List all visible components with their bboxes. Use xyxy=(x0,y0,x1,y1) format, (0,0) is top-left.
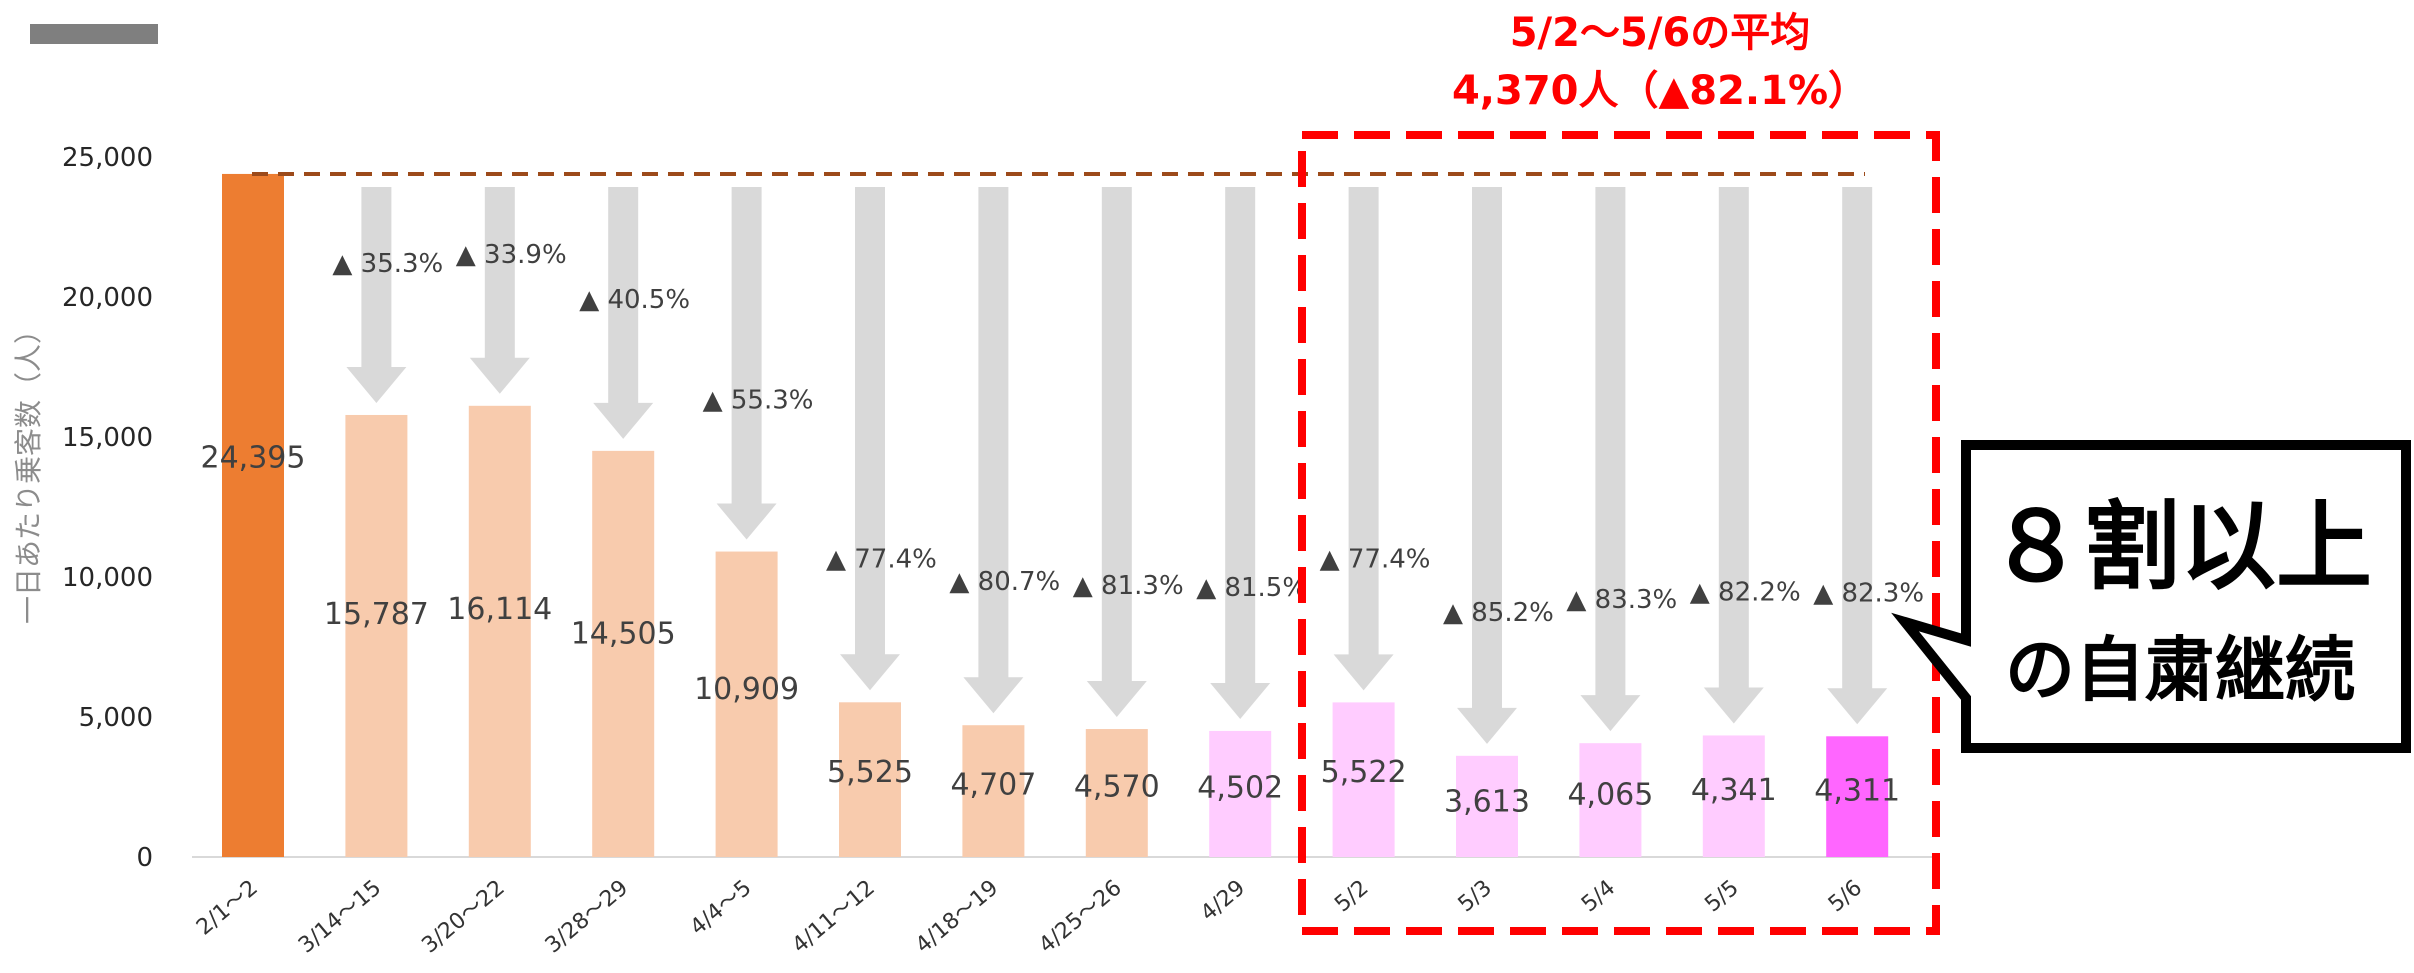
y-tick-label: 25,000 xyxy=(62,143,153,173)
y-tick-label: 15,000 xyxy=(62,423,153,453)
decline-arrow xyxy=(1703,187,1764,724)
decline-label: ▲ 55.3% xyxy=(703,386,814,416)
highlight-title: 5/2～5/6の平均 xyxy=(1510,10,1811,56)
highlight-box xyxy=(1298,131,1940,935)
x-tick-label: 5/5 xyxy=(1700,875,1743,917)
x-tick-label: 4/4～5 xyxy=(686,875,757,940)
decline-arrow xyxy=(1333,187,1394,691)
decline-arrow xyxy=(1827,187,1888,725)
bar xyxy=(1579,743,1642,857)
decline-label: ▲ 85.2% xyxy=(1443,598,1554,628)
callout-main: ８割以上 xyxy=(1988,491,2372,603)
decline-arrow xyxy=(716,187,777,540)
bar xyxy=(715,551,778,857)
value-label: 10,909 xyxy=(694,672,799,707)
bar xyxy=(592,450,655,857)
decline-label: ▲ 81.3% xyxy=(1073,571,1184,601)
x-tick-label: 5/2 xyxy=(1330,875,1373,917)
y-tick-label: 5,000 xyxy=(79,703,153,733)
bar xyxy=(839,702,901,857)
decline-label: ▲ 81.5% xyxy=(1196,573,1307,603)
decline-arrow xyxy=(1210,187,1271,719)
decline-label: ▲ 35.3% xyxy=(332,249,443,279)
x-tick-label: 2/1～2 xyxy=(192,875,263,940)
bar xyxy=(1456,755,1518,857)
highlight-average: 4,370人（▲82.1%） xyxy=(1452,68,1868,114)
value-label: 4,707 xyxy=(950,768,1036,803)
value-label: 4,570 xyxy=(1074,770,1160,805)
decline-arrow xyxy=(1086,187,1147,718)
bar xyxy=(1332,702,1395,857)
decline-arrow xyxy=(593,187,654,439)
y-tick-label: 0 xyxy=(136,843,153,873)
y-axis: 0 5,000 10,000 15,000 20,000 25,000 xyxy=(62,143,153,873)
decline-arrows xyxy=(346,187,1888,744)
x-tick-label: 4/18～19 xyxy=(911,875,1003,958)
bar xyxy=(962,725,1025,857)
x-tick-label: 3/28～29 xyxy=(541,875,633,958)
decline-labels: ▲ 35.3% ▲ 33.9% ▲ 40.5% ▲ 55.3% ▲ 77.4% ▲ 80.… xyxy=(332,240,1924,628)
x-tick-label: 4/11～12 xyxy=(788,875,880,958)
decline-label: ▲ 40.5% xyxy=(579,285,690,315)
value-label: 14,505 xyxy=(571,617,676,652)
bar xyxy=(468,405,531,857)
decline-arrow xyxy=(1457,187,1517,744)
callout-box xyxy=(1891,440,2411,753)
x-tick-label: 3/20～22 xyxy=(417,875,509,958)
bar xyxy=(1085,729,1148,857)
x-axis-labels: 2/1～2 3/14～15 3/20～22 3/28～29 4/4～5 4/11～12 4/… xyxy=(192,875,1867,958)
bar xyxy=(345,414,408,857)
decline-label: ▲ 33.9% xyxy=(456,240,567,270)
x-tick-label: 4/29 xyxy=(1196,875,1250,926)
value-label: 5,522 xyxy=(1321,755,1407,790)
decline-arrow xyxy=(346,187,407,403)
decline-arrow xyxy=(840,187,900,691)
x-tick-label: 5/4 xyxy=(1577,875,1620,917)
x-tick-label: 4/25～26 xyxy=(1034,875,1126,958)
bar xyxy=(1209,730,1272,857)
value-label: 4,341 xyxy=(1691,773,1777,808)
bar xyxy=(1702,735,1765,857)
decline-label: ▲ 77.4% xyxy=(1320,544,1431,574)
y-axis-title: 一日あたり乗客数（人） xyxy=(12,316,45,624)
bars xyxy=(222,173,1889,857)
value-labels: 24,395 15,787 16,114 14,505 10,909 5,525 4,707… xyxy=(201,440,1901,819)
value-label: 4,065 xyxy=(1567,777,1653,812)
decline-arrow xyxy=(469,187,530,394)
y-tick-label: 10,000 xyxy=(62,563,153,593)
x-tick-label: 5/6 xyxy=(1824,875,1867,917)
x-tick-label: 5/3 xyxy=(1454,875,1497,917)
bar xyxy=(222,173,284,857)
callout-sub: の自粛継続 xyxy=(2005,629,2355,711)
decline-label: ▲ 82.3% xyxy=(1813,578,1924,608)
value-label: 16,114 xyxy=(447,592,552,627)
decline-arrow xyxy=(1580,187,1641,732)
top-left-marker xyxy=(30,24,158,44)
decline-label: ▲ 83.3% xyxy=(1566,585,1677,615)
decline-arrow xyxy=(963,187,1024,714)
decline-label: ▲ 80.7% xyxy=(949,567,1060,597)
decline-label: ▲ 82.2% xyxy=(1690,577,1801,607)
value-label: 15,787 xyxy=(324,597,429,632)
value-label: 24,395 xyxy=(201,440,306,475)
value-label: 4,502 xyxy=(1197,771,1283,806)
value-label: 5,525 xyxy=(827,755,913,790)
y-tick-label: 20,000 xyxy=(62,283,153,313)
x-tick-label: 3/14～15 xyxy=(294,875,386,958)
value-label: 3,613 xyxy=(1444,784,1530,819)
decline-label: ▲ 77.4% xyxy=(826,544,937,574)
bar xyxy=(1826,736,1889,857)
value-label: 4,311 xyxy=(1814,774,1900,809)
